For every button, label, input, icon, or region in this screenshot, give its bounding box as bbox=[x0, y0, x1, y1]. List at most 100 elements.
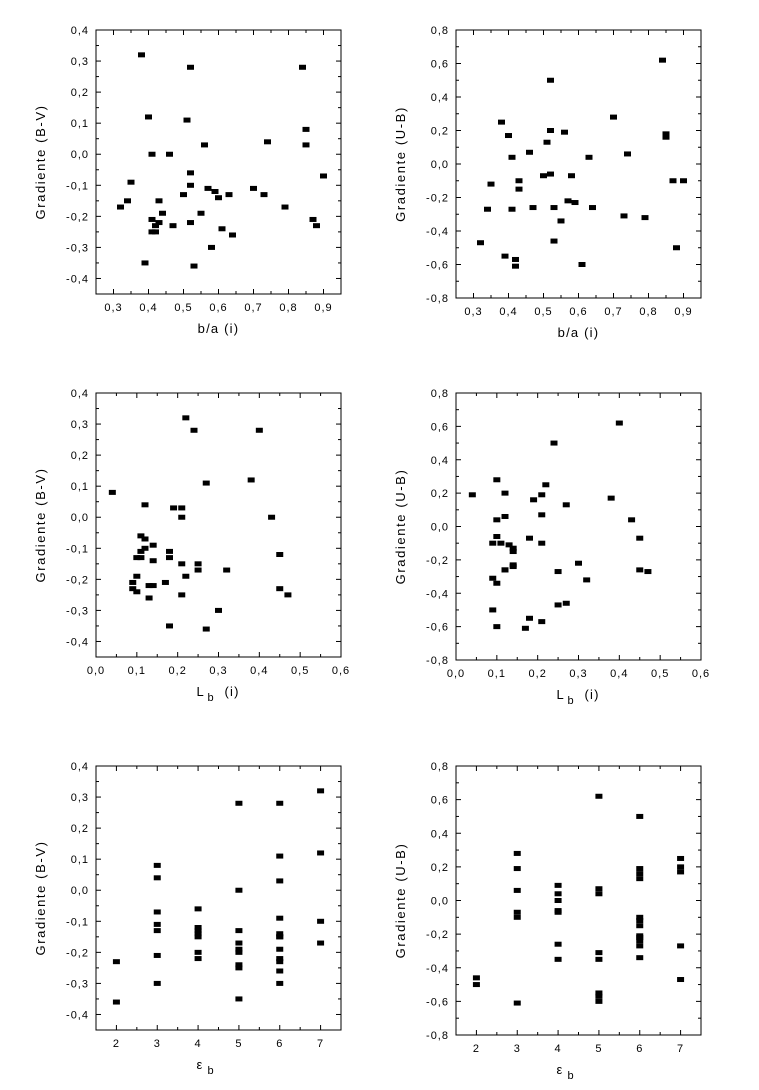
data-point bbox=[512, 263, 519, 269]
data-point bbox=[194, 949, 202, 955]
data-point bbox=[595, 793, 603, 799]
y-tick-label: 0,4 bbox=[71, 761, 89, 773]
data-point bbox=[595, 891, 603, 897]
data-point bbox=[302, 126, 310, 132]
data-point bbox=[129, 579, 137, 585]
y-tick-label: 0,0 bbox=[431, 896, 449, 908]
x-tick-label: 0,3 bbox=[209, 665, 227, 677]
data-point bbox=[194, 931, 202, 937]
y-tick-label: 0,4 bbox=[71, 388, 89, 400]
chart-panel-2: -0,8 -0,6 -0,4 -0,2 0,0 0,2 0,4 0,6 0,8 0,3 0,4 0,5… bbox=[393, 25, 702, 340]
data-point bbox=[562, 600, 570, 606]
data-point bbox=[636, 934, 644, 940]
x-tick-label: 0,7 bbox=[604, 306, 622, 318]
data-point bbox=[202, 480, 210, 486]
data-point bbox=[190, 263, 198, 269]
data-point bbox=[680, 178, 687, 184]
data-point bbox=[235, 800, 243, 806]
data-point bbox=[153, 909, 161, 915]
x-tick-label: 7 bbox=[317, 1038, 324, 1050]
data-point bbox=[526, 149, 533, 155]
data-point bbox=[149, 558, 157, 564]
data-point bbox=[153, 875, 161, 881]
data-point bbox=[636, 866, 644, 872]
data-point bbox=[194, 925, 202, 931]
y-axis-label: Gradiente (U-B) bbox=[393, 469, 408, 585]
data-point bbox=[515, 178, 523, 184]
data-point bbox=[204, 185, 212, 191]
x-tick-label: 6 bbox=[636, 1043, 643, 1055]
data-point bbox=[636, 923, 644, 929]
data-point bbox=[276, 586, 284, 592]
chart-panel-6: -0,8 -0,6 -0,4 -0,2 0,0 0,2 0,4 0,6 0,8 2 3 4 5 6 7 Gra… bbox=[393, 761, 702, 1082]
data-point bbox=[145, 114, 152, 120]
data-point bbox=[133, 589, 141, 595]
x-tick-label: 0,8 bbox=[639, 306, 657, 318]
data-point bbox=[127, 179, 135, 185]
y-tick-label: 0,0 bbox=[71, 885, 89, 897]
data-point bbox=[194, 934, 202, 940]
data-point bbox=[636, 871, 644, 877]
y-tick-label: 0,6 bbox=[431, 795, 449, 807]
y-tick-label: 0,8 bbox=[431, 388, 449, 400]
data-point bbox=[276, 915, 284, 921]
data-point bbox=[575, 560, 582, 566]
data-point bbox=[317, 850, 325, 856]
data-point bbox=[155, 198, 163, 204]
data-point bbox=[313, 223, 320, 229]
data-point bbox=[281, 204, 289, 210]
data-point bbox=[309, 216, 317, 222]
x-axis-label: ε bbox=[197, 1057, 204, 1072]
data-point bbox=[276, 800, 284, 806]
plot-frame bbox=[455, 29, 702, 299]
data-point bbox=[484, 206, 491, 212]
data-point bbox=[155, 220, 163, 226]
data-point bbox=[512, 256, 519, 262]
data-point bbox=[677, 977, 685, 983]
data-point bbox=[515, 186, 523, 192]
y-tick-label: 0,2 bbox=[431, 126, 449, 138]
data-point bbox=[487, 181, 495, 187]
y-tick-label: 0,4 bbox=[431, 455, 449, 467]
data-point bbox=[550, 440, 558, 446]
data-point bbox=[615, 420, 623, 426]
data-point bbox=[554, 569, 562, 575]
x-tick-label: 0,9 bbox=[674, 306, 692, 318]
plot-frame bbox=[455, 392, 702, 661]
data-point bbox=[161, 579, 169, 585]
data-point bbox=[493, 534, 501, 540]
data-point bbox=[578, 262, 586, 267]
x-tick-label: 0,1 bbox=[128, 665, 146, 677]
y-tick-label: -0,6 bbox=[426, 996, 449, 1008]
data-point bbox=[187, 182, 194, 188]
y-tick-label: 0,0 bbox=[431, 159, 449, 171]
data-point bbox=[223, 567, 231, 573]
data-point bbox=[229, 232, 236, 238]
data-point bbox=[137, 533, 145, 539]
data-point bbox=[169, 223, 177, 229]
data-point bbox=[554, 891, 562, 897]
y-tick-label: 0,1 bbox=[71, 854, 89, 866]
data-point bbox=[153, 952, 161, 958]
data-point bbox=[320, 173, 327, 179]
data-point bbox=[540, 173, 547, 179]
data-point bbox=[554, 602, 562, 608]
data-point bbox=[659, 57, 666, 63]
data-point bbox=[595, 886, 603, 892]
data-point bbox=[521, 625, 529, 631]
chart-panel-1: -0,4 -0,3 -0,2 -0,1 0,0 0,1 0,2 0,3 0,4 0,3 0,4 0,5… bbox=[33, 25, 342, 336]
data-point bbox=[141, 545, 149, 551]
data-point bbox=[493, 624, 501, 630]
x-tick-label: 0,7 bbox=[244, 302, 262, 314]
x-tick-label: 0,5 bbox=[651, 668, 669, 680]
data-point bbox=[489, 540, 497, 546]
data-point bbox=[673, 245, 680, 251]
data-point bbox=[149, 542, 157, 548]
chart-panel-5: -0,4 -0,3 -0,2 -0,1 0,0 0,1 0,2 0,3 0,4 2 3 4 5 6 7 Gra… bbox=[33, 761, 342, 1077]
data-point bbox=[178, 514, 186, 520]
y-tick-label: 0,3 bbox=[71, 419, 89, 431]
x-tick-label: 0,5 bbox=[174, 302, 192, 314]
x-tick-label: 2 bbox=[113, 1038, 120, 1050]
data-point bbox=[497, 540, 505, 546]
y-tick-label: 0,1 bbox=[71, 118, 89, 130]
